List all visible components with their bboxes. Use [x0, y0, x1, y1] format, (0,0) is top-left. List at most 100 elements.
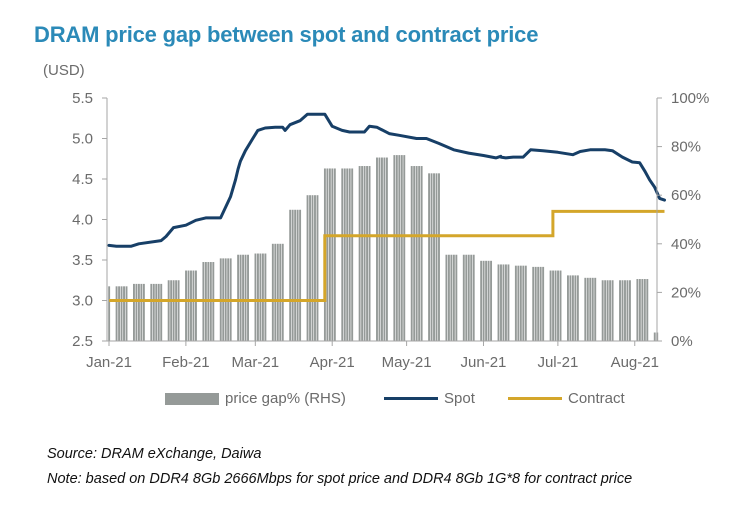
price-gap-bar: [606, 280, 609, 341]
legend-item-price-gap: price gap% (RHS): [165, 390, 346, 407]
price-gap-bar: [239, 254, 242, 341]
legend-swatch-spot: [384, 397, 438, 400]
price-gap-bar: [294, 209, 297, 341]
price-gap-bar: [420, 166, 423, 341]
price-gap-bar: [276, 243, 279, 341]
axes: 5.5 5.0 4.5 4.0 3.5 3.0 2.5 100% 80% 60% 40% 20% 0% J…: [72, 90, 709, 371]
left-tick-label: 5.0: [72, 131, 93, 148]
price-gap-bar: [532, 266, 535, 341]
price-gap-bar: [314, 195, 316, 341]
price-gap-bar: [125, 286, 128, 341]
price-gap-bar: [192, 270, 195, 341]
price-gap-bar: [609, 280, 612, 341]
price-gap-bar: [185, 270, 187, 341]
price-gap-bar: [385, 157, 388, 341]
price-gap-bar: [254, 253, 257, 341]
left-tick-label: 3.5: [72, 252, 93, 269]
price-gap-bar: [452, 254, 455, 341]
price-gap-bar: [195, 270, 197, 341]
price-gap-bar: [343, 168, 346, 341]
price-gap-bar: [271, 243, 274, 341]
price-gap-bar: [467, 254, 470, 341]
price-gap-bar: [177, 280, 180, 341]
price-gap-bar: [261, 253, 264, 341]
price-gap-bar: [244, 254, 247, 341]
price-gap-bar: [629, 280, 631, 341]
price-gap-bar: [447, 254, 450, 341]
legend-item-contract: Contract: [508, 390, 625, 407]
x-tick-label: Jul-21: [537, 354, 578, 371]
price-gap-bar: [152, 283, 155, 341]
price-gap-bar: [487, 260, 490, 341]
price-gap-bar: [175, 280, 178, 341]
price-gap-bar: [465, 254, 468, 341]
price-gap-bar: [361, 166, 364, 341]
price-gap-bar: [237, 254, 240, 341]
chart-title: DRAM price gap between spot and contract…: [34, 22, 539, 47]
price-gap-bar: [507, 264, 510, 341]
price-gap-bar: [641, 279, 644, 341]
price-gap-bar: [123, 286, 125, 341]
price-gap-bar: [571, 275, 574, 341]
price-gap-bar: [537, 266, 540, 341]
price-gap-bar: [358, 166, 361, 341]
price-gap-bar: [403, 155, 406, 341]
price-gap-bar: [378, 157, 381, 341]
legend-label-price-gap: price gap% (RHS): [225, 390, 346, 407]
legend-item-spot: Spot: [384, 390, 475, 407]
price-gap-bar: [331, 168, 334, 341]
x-tick-label: May-21: [382, 354, 432, 371]
right-tick-label: 20%: [671, 284, 701, 301]
price-gap-bar: [428, 173, 431, 341]
price-gap-bar: [433, 173, 435, 341]
spot-line-layer: [107, 112, 666, 248]
price-gap-bar: [524, 265, 527, 341]
price-gap-bar: [480, 260, 483, 341]
source-note: Source: DRAM eXchange, Daiwa: [47, 446, 262, 462]
price-gap-bar: [549, 270, 552, 341]
price-gap-bar: [638, 279, 641, 341]
right-tick-label: 80%: [671, 139, 701, 156]
price-gap-bar: [133, 283, 135, 341]
price-gap-bar: [567, 275, 569, 341]
price-gap-bar: [115, 286, 118, 341]
legend-label-spot: Spot: [444, 390, 475, 407]
price-gap-bar: [539, 266, 542, 341]
price-gap-bar: [160, 283, 163, 341]
price-gap-bar: [140, 283, 143, 341]
price-gap-bar: [306, 195, 309, 341]
left-tick-label: 4.5: [72, 171, 93, 188]
price-gap-bar: [118, 286, 121, 341]
price-gap-bar: [281, 243, 284, 341]
price-gap-bar: [257, 253, 259, 341]
price-gap-bar: [586, 277, 589, 341]
price-gap-bar: [289, 209, 292, 341]
price-gap-bar: [108, 286, 111, 341]
legend-label-contract: Contract: [568, 390, 625, 407]
price-gap-bar: [381, 157, 383, 341]
spot-line: [107, 112, 666, 248]
right-tick-label: 100%: [671, 90, 709, 107]
contract-line-layer: [109, 209, 665, 302]
price-gap-bar: [395, 155, 398, 341]
legend-swatch-contract: [508, 397, 562, 400]
price-gap-bar: [514, 265, 517, 341]
price-gap-bar: [611, 280, 614, 341]
price-gap-bar: [150, 283, 153, 341]
price-gap-bar: [135, 283, 138, 341]
x-tick-label: Jun-21: [461, 354, 507, 371]
price-gap-bar: [157, 283, 160, 341]
price-gap-bar: [368, 166, 371, 341]
price-gap-bar: [351, 168, 354, 341]
price-gap-bar: [601, 280, 604, 341]
x-tick-label: Mar-21: [232, 354, 280, 371]
price-gap-bar: [519, 265, 522, 341]
price-gap-bar: [502, 264, 505, 341]
price-gap-bar: [569, 275, 572, 341]
contract-line: [109, 209, 665, 302]
price-gap-bar: [167, 280, 170, 341]
right-tick-label: 40%: [671, 236, 701, 253]
price-gap-bar: [438, 173, 440, 341]
right-tick-label: 0%: [671, 333, 693, 350]
price-gap-bar: [316, 195, 319, 341]
